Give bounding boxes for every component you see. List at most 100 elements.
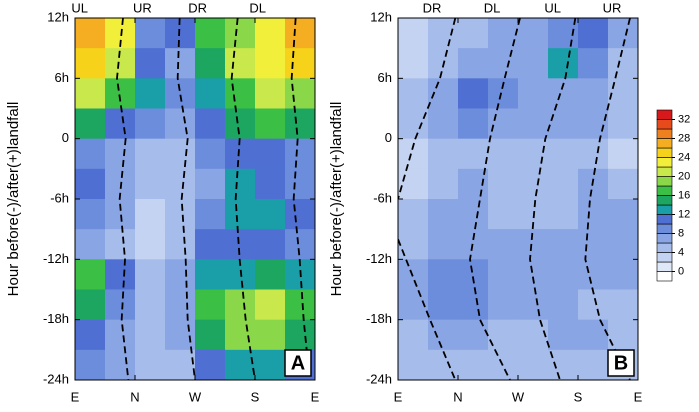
cell xyxy=(195,349,226,380)
cell xyxy=(75,259,106,290)
x-tick-label: S xyxy=(574,389,583,404)
y-tick-label: 6h xyxy=(378,70,392,85)
cell xyxy=(135,349,166,380)
cell xyxy=(75,199,106,230)
colorbar-label: 24 xyxy=(678,151,690,163)
y-tick-label: -6h xyxy=(373,190,392,205)
cell xyxy=(135,199,166,230)
cell xyxy=(488,289,519,321)
cell xyxy=(458,78,489,109)
x-tick-label: N xyxy=(130,389,139,404)
y-tick-label: 12h xyxy=(370,9,392,24)
cell xyxy=(285,229,315,260)
cell xyxy=(285,18,315,49)
cell xyxy=(398,18,429,49)
cell xyxy=(608,108,638,140)
cell xyxy=(75,138,106,170)
cell xyxy=(285,289,315,321)
cell xyxy=(255,289,286,321)
cell xyxy=(255,349,286,380)
cell xyxy=(285,138,315,170)
cell xyxy=(578,108,609,140)
cell xyxy=(548,48,579,79)
quadrant-label: DL xyxy=(484,0,501,15)
colorbar-label: 16 xyxy=(678,189,690,201)
cell xyxy=(458,138,489,170)
cell xyxy=(165,199,196,230)
cell xyxy=(578,229,609,260)
boundary-line xyxy=(290,18,311,380)
cell xyxy=(165,319,196,351)
y-tick-label: 0 xyxy=(62,130,69,145)
x-tick-label: S xyxy=(251,389,260,404)
colorbar-label: 32 xyxy=(678,113,690,125)
cell xyxy=(548,289,579,321)
cell xyxy=(255,18,286,49)
cell xyxy=(225,48,256,79)
cell xyxy=(518,349,549,380)
cell xyxy=(398,168,429,200)
cell xyxy=(518,168,549,200)
cell xyxy=(165,259,196,290)
cell xyxy=(458,349,489,380)
cell xyxy=(285,319,315,351)
cell xyxy=(398,48,429,79)
cell xyxy=(165,168,196,200)
cell xyxy=(75,18,106,49)
cell xyxy=(195,48,226,79)
cell xyxy=(225,199,256,230)
colorbar-box xyxy=(656,252,673,263)
cell xyxy=(548,168,579,200)
cell xyxy=(398,259,429,290)
cell xyxy=(578,349,609,380)
y-tick-label: -12h xyxy=(43,251,69,266)
cell xyxy=(225,168,256,200)
boundary-line xyxy=(398,18,457,200)
quadrant-label: UR xyxy=(133,0,152,15)
cell xyxy=(458,199,489,230)
cell xyxy=(608,259,638,290)
cell xyxy=(518,138,549,170)
colorbar-box xyxy=(656,261,673,272)
cell xyxy=(428,199,459,230)
cell xyxy=(195,259,226,290)
colorbar-box xyxy=(656,214,673,225)
quadrant-label: DR xyxy=(188,0,207,15)
cell xyxy=(195,289,226,321)
cell xyxy=(75,168,106,200)
y-tick-label: -24h xyxy=(43,371,69,386)
cell xyxy=(608,319,638,351)
cell xyxy=(225,108,256,140)
cell xyxy=(458,289,489,321)
cell xyxy=(135,259,166,290)
colorbar-box xyxy=(656,223,673,234)
cell xyxy=(398,229,429,260)
cell xyxy=(135,108,166,140)
cell xyxy=(578,48,609,79)
cell xyxy=(548,349,579,380)
colorbar-label: 12 xyxy=(678,208,690,220)
cell xyxy=(488,168,519,200)
cell xyxy=(578,199,609,230)
cell xyxy=(488,259,519,290)
cell xyxy=(255,78,286,109)
cell xyxy=(285,48,315,79)
cell xyxy=(75,289,106,321)
cell xyxy=(608,168,638,200)
cell xyxy=(428,138,459,170)
colorbar-box xyxy=(656,119,673,130)
colorbar-label: 28 xyxy=(678,132,690,144)
cell xyxy=(608,199,638,230)
cell xyxy=(428,78,459,109)
cell xyxy=(195,138,226,170)
cell xyxy=(518,48,549,79)
y-axis-title: Hour before(-)/after(+)landfall xyxy=(328,102,345,297)
cell xyxy=(285,108,315,140)
panel-label-box xyxy=(284,349,312,377)
cell xyxy=(255,48,286,79)
cell xyxy=(225,78,256,109)
panel-label: A xyxy=(291,352,305,374)
cell xyxy=(608,289,638,321)
cell xyxy=(165,48,196,79)
